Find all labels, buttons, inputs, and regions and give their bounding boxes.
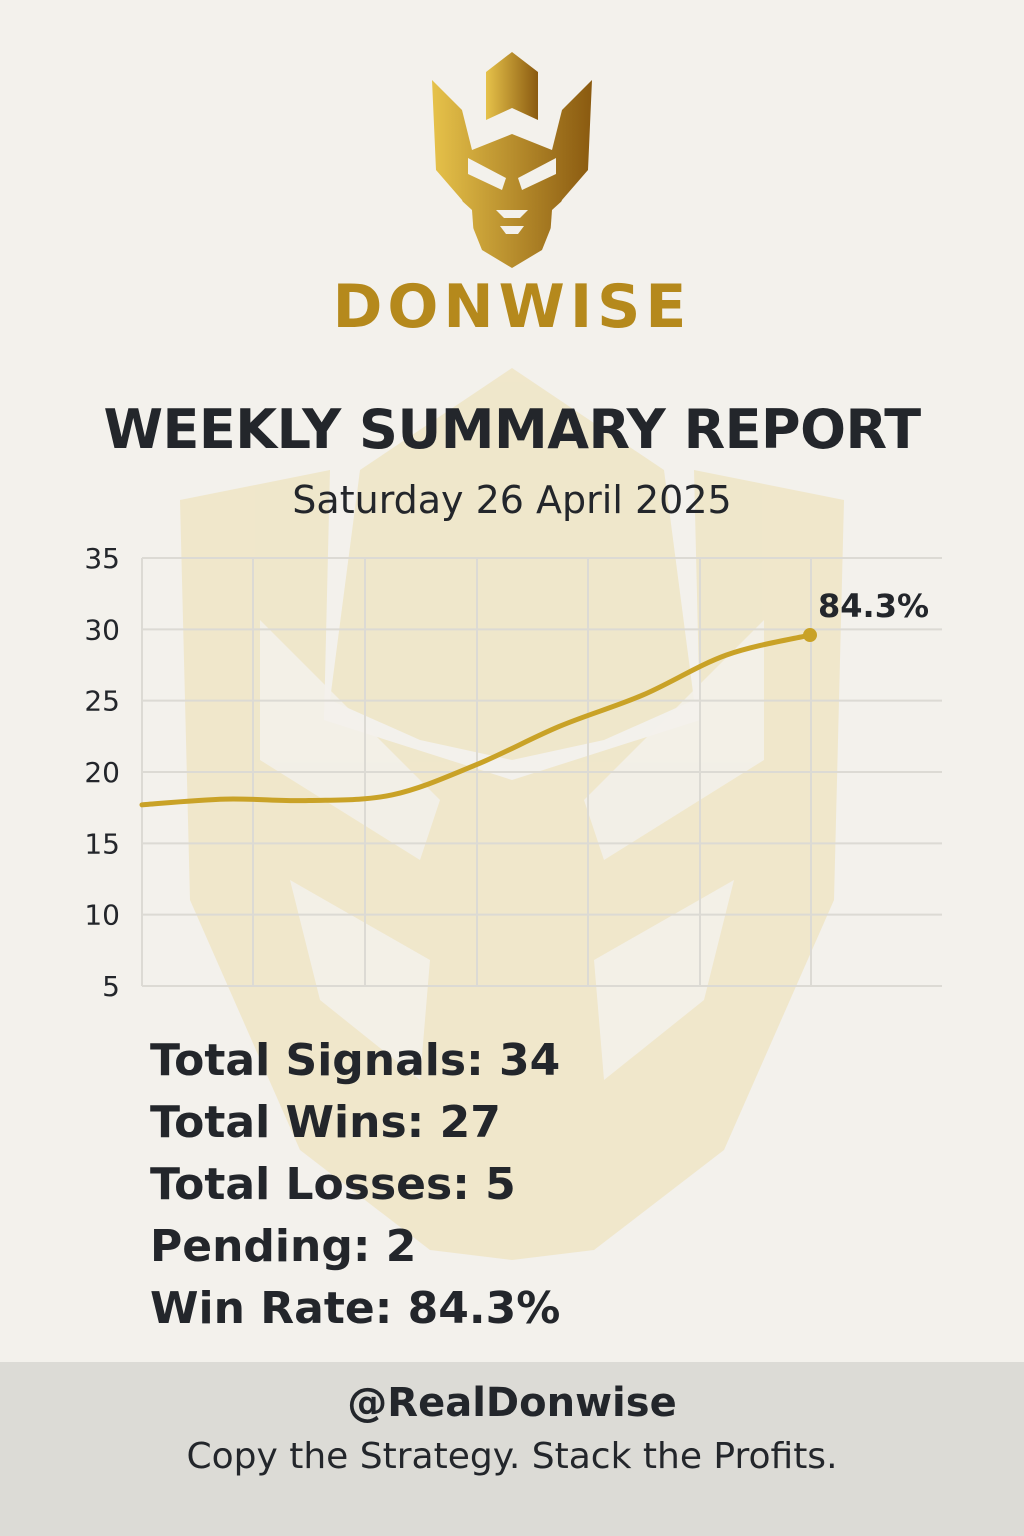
brand-name: DONWISE	[332, 272, 692, 342]
y-tick-label: 35	[84, 542, 120, 575]
report-date: Saturday 26 April 2025	[292, 478, 732, 522]
tagline: Copy the Strategy. Stack the Profits.	[186, 1436, 838, 1477]
stat-label: Win Rate	[150, 1283, 375, 1334]
y-tick-label: 5	[102, 970, 120, 1003]
stat-value: 2	[385, 1221, 417, 1272]
stat-label: Total Signals	[150, 1035, 467, 1086]
stat-value: 5	[485, 1159, 516, 1210]
donwise-helmet-logo	[432, 52, 592, 268]
stat-pending: Pending: 2	[150, 1221, 417, 1272]
end-value-label: 84.3%	[818, 587, 929, 625]
win-rate-line-chart: 35 30 25 20 15 10 5 84.3%	[84, 542, 942, 1003]
end-point-marker	[803, 628, 817, 643]
y-tick-label: 10	[84, 899, 120, 932]
y-tick-label: 30	[84, 613, 120, 646]
y-tick-label: 15	[84, 827, 120, 860]
stat-label: Pending	[150, 1221, 353, 1272]
footer-bar: @RealDonwise Copy the Strategy. Stack th…	[0, 1362, 1024, 1536]
stats-list: Total Signals: 34 Total Wins: 27 Total L…	[150, 1030, 560, 1340]
stat-win-rate: Win Rate: 84.3%	[150, 1283, 561, 1334]
stat-label: Total Wins	[150, 1097, 407, 1148]
report-title: WEEKLY SUMMARY REPORT	[103, 398, 921, 461]
stat-total-wins: Total Wins: 27	[150, 1097, 501, 1148]
stat-total-losses: Total Losses: 5	[150, 1159, 516, 1210]
y-tick-label: 25	[84, 685, 120, 718]
stat-total-signals: Total Signals: 34	[150, 1035, 561, 1086]
y-tick-label: 20	[84, 756, 120, 789]
series-line	[139, 632, 813, 808]
social-handle: @RealDonwise	[347, 1380, 677, 1426]
stat-label: Total Losses	[150, 1159, 453, 1210]
stat-value: 34	[499, 1035, 561, 1086]
stat-value: 84.3%	[407, 1283, 561, 1334]
stat-value: 27	[439, 1097, 501, 1148]
